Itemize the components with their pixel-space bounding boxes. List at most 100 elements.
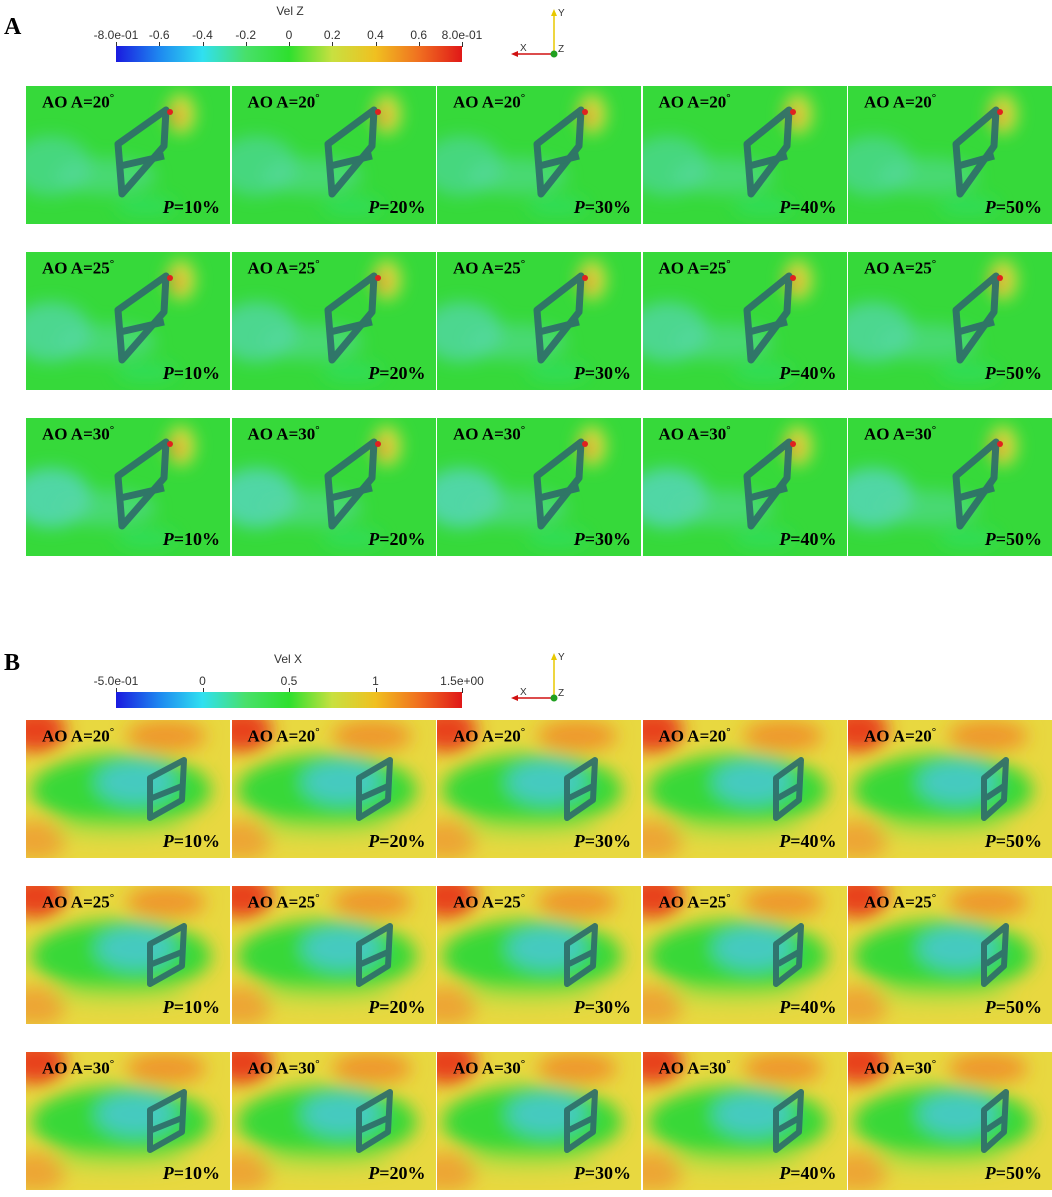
degree-symbol: ° — [109, 258, 115, 270]
porosity-label: P=10% — [163, 997, 220, 1018]
porosity-symbol: P — [984, 997, 996, 1017]
aoa-label-text: AO A=25 — [42, 892, 110, 912]
porosity-symbol: P — [779, 197, 791, 217]
aoa-label-text: AO A=25 — [658, 258, 727, 278]
degree-symbol: ° — [109, 1058, 115, 1070]
porosity-value: =10% — [173, 529, 220, 549]
porosity-value: =20% — [379, 1163, 426, 1183]
porosity-label: P=30% — [574, 997, 631, 1018]
porosity-label: P=30% — [574, 831, 631, 852]
aoa-label: AO A=20° — [453, 92, 525, 113]
aoa-label: AO A=30° — [659, 1058, 731, 1079]
porosity-symbol: P — [368, 529, 380, 549]
aoa-label-text: AO A=30 — [864, 1058, 932, 1078]
porosity-label: P=40% — [779, 363, 836, 384]
porosity-symbol: P — [162, 529, 174, 549]
porosity-label: P=20% — [368, 529, 425, 550]
flow-field-tile: AO A=20° P=40% — [642, 720, 847, 858]
colorbar-tick-label: -5.0e-01 — [93, 674, 139, 688]
colorbar-tick-mark — [332, 42, 334, 47]
degree-symbol: ° — [726, 892, 731, 904]
porosity-symbol: P — [368, 197, 380, 217]
axes-triad-icon: Y X Z — [511, 652, 565, 702]
aoa-label-text: AO A=25 — [658, 892, 727, 912]
aoa-label-text: AO A=20 — [42, 726, 110, 746]
axes-triad-icon: Y X Z — [511, 8, 565, 58]
porosity-symbol: P — [162, 997, 174, 1017]
flow-field-image — [26, 886, 230, 1024]
porosity-value: =30% — [584, 529, 631, 549]
degree-symbol: ° — [726, 424, 731, 436]
flow-field-image — [642, 886, 847, 1024]
degree-symbol: ° — [931, 424, 937, 436]
degree-symbol: ° — [315, 1058, 320, 1070]
degree-symbol: ° — [315, 726, 320, 738]
panel-a-letter: A — [4, 14, 22, 40]
flow-field-image — [231, 720, 436, 858]
flow-field-tile: AO A=30° P=50% — [848, 1052, 1052, 1190]
porosity-value: =40% — [790, 1163, 837, 1183]
degree-symbol: ° — [520, 258, 526, 270]
axis-y-label: Y — [558, 652, 565, 663]
flow-field-tile: AO A=20° P=50% — [848, 86, 1052, 224]
porosity-value: =50% — [995, 997, 1042, 1017]
colorbar-tick-mark — [462, 42, 463, 47]
flow-field-tile: AO A=30° P=50% — [848, 418, 1052, 556]
porosity-label: P=30% — [574, 529, 631, 550]
aoa-label: AO A=25° — [864, 892, 936, 913]
porosity-label: P=50% — [985, 831, 1042, 852]
colorbar-tick-label: 0.2 — [323, 28, 341, 42]
flow-field-tile: AO A=20° P=50% — [848, 720, 1052, 858]
porosity-symbol: P — [368, 1163, 380, 1183]
aoa-label: AO A=20° — [659, 92, 731, 113]
flow-field-image — [642, 720, 847, 858]
panel-row-aoa-25: AO A=25° P=10% AO A=25° P=20% AO A=25° P=30% A… — [26, 886, 1052, 1028]
colorbar-tick-label: -0.2 — [235, 28, 257, 42]
colorbar-tick-label: 8.0e-01 — [441, 28, 483, 42]
aoa-label-text: AO A=30 — [658, 424, 727, 444]
flow-field-tile: AO A=25° P=10% — [26, 252, 230, 390]
porosity-symbol: P — [573, 1163, 585, 1183]
colorbar-tick-label: 0.6 — [410, 28, 428, 42]
colorbar-tick-label: -8.0e-01 — [93, 28, 139, 42]
flow-field-tile: AO A=30° P=10% — [26, 418, 230, 556]
panel-row-aoa-20: AO A=20° P=10% AO A=20° P=20% AO A=20° P=30% A… — [26, 86, 1052, 228]
flow-field-image — [231, 886, 436, 1024]
flow-field-tile: AO A=20° P=10% — [26, 86, 230, 224]
porosity-value: =10% — [173, 363, 220, 383]
degree-symbol: ° — [315, 424, 320, 436]
porosity-symbol: P — [984, 363, 996, 383]
colorbar-tick-label: 0 — [285, 28, 293, 42]
colorbar-tick-mark — [116, 688, 117, 693]
porosity-label: P=40% — [779, 1163, 836, 1184]
aoa-label-text: AO A=30 — [658, 1058, 727, 1078]
colorbar-tick-mark — [289, 688, 290, 693]
flow-field-tile: AO A=30° P=40% — [642, 1052, 847, 1190]
porosity-symbol: P — [984, 1163, 996, 1183]
porosity-value: =10% — [173, 997, 220, 1017]
flow-field-tile: AO A=25° P=50% — [848, 886, 1052, 1024]
porosity-value: =10% — [173, 831, 220, 851]
aoa-label-text: AO A=25 — [247, 258, 316, 278]
porosity-label: P=10% — [163, 1163, 220, 1184]
flow-field-tile: AO A=25° P=10% — [26, 886, 230, 1024]
porosity-label: P=50% — [985, 997, 1042, 1018]
porosity-label: P=40% — [779, 529, 836, 550]
flow-field-image — [231, 86, 436, 224]
aoa-label-text: AO A=30 — [453, 424, 521, 444]
porosity-label: P=20% — [368, 1163, 425, 1184]
degree-symbol: ° — [109, 92, 115, 104]
flow-field-tile: AO A=25° P=30% — [437, 252, 641, 390]
porosity-symbol: P — [162, 1163, 174, 1183]
aoa-label: AO A=25° — [659, 258, 731, 279]
porosity-value: =30% — [584, 1163, 631, 1183]
porosity-label: P=50% — [985, 363, 1042, 384]
flow-field-image — [437, 1052, 641, 1190]
flow-field-image — [26, 720, 230, 858]
aoa-label: AO A=20° — [42, 92, 114, 113]
degree-symbol: ° — [931, 892, 937, 904]
porosity-value: =50% — [995, 363, 1042, 383]
colorbar-tick-mark — [462, 688, 463, 693]
aoa-label: AO A=30° — [42, 1058, 114, 1079]
degree-symbol: ° — [931, 726, 937, 738]
